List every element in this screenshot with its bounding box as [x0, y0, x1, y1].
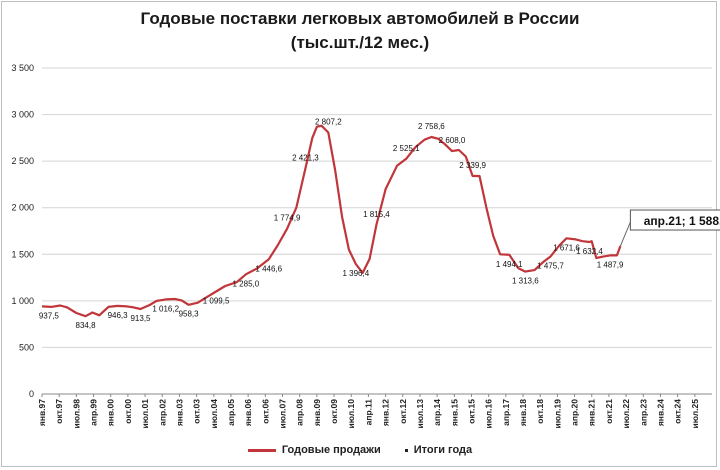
x-tick-label: июл.07 — [278, 399, 288, 429]
data-label: 2 608,0 — [439, 136, 466, 145]
x-tick-label: янв.00 — [106, 399, 116, 426]
x-tick-label: янв.12 — [381, 399, 391, 426]
x-tick-label: апр.08 — [295, 399, 305, 426]
x-tick-label: апр.05 — [226, 399, 236, 426]
y-tick-label: 1 000 — [11, 296, 34, 306]
series-line-annual-sales — [41, 124, 622, 318]
data-label: 2 758,6 — [418, 122, 445, 131]
x-tick-label: апр.17 — [501, 399, 511, 426]
data-label: 1 632,4 — [576, 247, 603, 256]
x-tick-label: окт.18 — [535, 399, 545, 424]
x-tick-label: янв.03 — [174, 399, 184, 426]
callout-box — [629, 209, 720, 231]
x-tick-label: янв.18 — [518, 399, 528, 426]
x-tick-label: апр.99 — [89, 399, 99, 426]
data-label: 1 487,9 — [597, 260, 624, 269]
y-tick-label: 3 500 — [11, 63, 34, 73]
x-tick-label: июл.10 — [346, 399, 356, 429]
x-tick-label: окт.21 — [604, 399, 614, 424]
x-tick-label: окт.03 — [192, 399, 202, 424]
x-tick-label: апр.02 — [157, 399, 167, 426]
x-tick-label: окт.12 — [398, 399, 408, 424]
data-label: 1 396,4 — [342, 269, 369, 278]
x-tick-label: янв.09 — [312, 399, 322, 426]
x-tick-label: апр.11 — [363, 399, 373, 426]
x-tick-label: янв.24 — [655, 399, 665, 426]
x-tick-label: окт.06 — [260, 399, 270, 424]
y-tick-label: 2 500 — [11, 156, 34, 166]
chart-subtitle: (тыс.шт./12 мес.) — [290, 33, 430, 52]
data-label: 1 446,6 — [255, 264, 282, 273]
x-tick-label: янв.97 — [37, 399, 47, 426]
x-tick-label: янв.21 — [587, 399, 597, 426]
legend-series-swatch — [247, 448, 276, 452]
x-tick-label: июл.98 — [71, 399, 81, 429]
legend-series-label: Годовые продажи — [281, 444, 381, 457]
data-label: 1 285,0 — [233, 279, 260, 288]
data-label: 958,3 — [179, 310, 200, 319]
x-tick-label: окт.00 — [123, 399, 133, 424]
chart-legend: Годовые продажи Итоги года — [0, 444, 720, 456]
y-tick-label: 500 — [19, 342, 34, 352]
data-label: 913,5 — [130, 314, 151, 323]
legend-dot-swatch — [404, 448, 408, 452]
y-tick-label: 2 000 — [11, 203, 34, 213]
legend-dots-label: Итоги года — [413, 444, 473, 457]
callout-leader — [619, 221, 631, 247]
data-label: 1 494,1 — [496, 260, 523, 269]
data-label: 1 016,2 — [152, 304, 179, 313]
callout-label: апр.21; 1 588,7 — [644, 214, 720, 228]
data-label: 2 421,3 — [292, 153, 319, 162]
data-label: 2 525,1 — [393, 144, 420, 153]
x-tick-label: июл.01 — [140, 399, 150, 429]
x-tick-label: июл.19 — [552, 399, 562, 429]
x-tick-label: июл.13 — [415, 399, 425, 429]
data-label: 2 807,2 — [315, 118, 342, 127]
data-label: 1 815,4 — [363, 210, 390, 219]
y-tick-label: 1 500 — [11, 249, 34, 259]
x-tick-label: окт.97 — [54, 399, 64, 424]
x-tick-label: апр.23 — [638, 399, 648, 426]
data-label: 834,8 — [76, 321, 97, 330]
x-tick-label: июл.25 — [690, 399, 700, 429]
data-label: 1 774,9 — [274, 214, 301, 223]
data-label: 946,3 — [108, 311, 129, 320]
data-label: 937,5 — [39, 312, 60, 321]
y-tick-label: 0 — [29, 389, 34, 399]
x-tick-label: июл.22 — [621, 399, 631, 429]
x-tick-label: окт.09 — [329, 399, 339, 424]
x-tick-label: июл.16 — [484, 399, 494, 429]
data-label: 2 339,9 — [459, 161, 486, 170]
x-tick-label: окт.24 — [673, 399, 683, 424]
data-label: 1 099,5 — [203, 297, 230, 306]
data-label: 1 475,7 — [537, 262, 564, 271]
x-tick-label: июл.04 — [209, 399, 219, 429]
y-tick-label: 3 000 — [11, 110, 34, 120]
x-tick-label: окт.15 — [466, 399, 476, 424]
x-tick-label: апр.14 — [432, 399, 442, 426]
x-tick-label: янв.06 — [243, 399, 253, 426]
x-tick-label: янв.15 — [449, 399, 459, 426]
x-tick-label: апр.20 — [570, 399, 580, 426]
data-label: 1 313,6 — [512, 277, 539, 286]
chart-title: Годовые поставки легковых автомобилей в … — [140, 9, 580, 28]
data-label: 1 671,6 — [553, 243, 580, 252]
